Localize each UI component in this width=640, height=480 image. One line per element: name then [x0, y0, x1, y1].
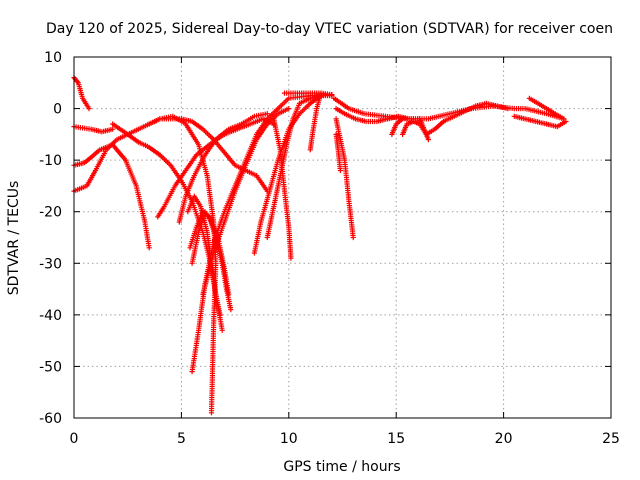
y-tick-label: 10	[44, 50, 62, 66]
data-point-markers	[200, 106, 292, 297]
series-arc-6	[146, 113, 219, 416]
y-axis-title: SDTVAR / TECUs	[6, 181, 22, 296]
data-point-markers	[526, 95, 567, 122]
data-point-markers	[307, 90, 324, 153]
data-point-markers	[71, 142, 152, 251]
data-point-markers	[389, 116, 406, 137]
series-arc-22	[333, 106, 423, 125]
series-arc-18	[307, 90, 324, 153]
data-point-markers	[417, 116, 431, 143]
y-tick-label: -30	[39, 256, 62, 272]
y-tick-label: -50	[39, 359, 62, 375]
y-tick-label: 0	[53, 102, 62, 118]
data-point-markers	[333, 131, 343, 174]
data-point-markers	[176, 111, 270, 225]
chart-title: Day 120 of 2025, Sidereal Day-to-day VTE…	[46, 21, 613, 37]
series-arc-26	[511, 113, 569, 130]
x-tick-label: 5	[177, 431, 186, 447]
x-axis-title: GPS time / hours	[283, 459, 400, 475]
series-arc-27	[526, 95, 567, 122]
x-tick-label: 15	[387, 431, 405, 447]
y-tick-label: -60	[39, 411, 62, 427]
data-point-markers	[333, 116, 356, 241]
data-point-markers	[271, 116, 294, 261]
x-tick-label: 10	[280, 431, 298, 447]
series-arc-20	[333, 131, 343, 174]
y-tick-label: -20	[39, 205, 62, 221]
plot-frame	[73, 56, 612, 419]
series-arc-13	[200, 106, 292, 297]
series-arc-8	[176, 111, 270, 225]
x-tick-label: 20	[495, 431, 513, 447]
data-point-markers	[511, 113, 569, 130]
series-arc-23	[389, 116, 406, 137]
data-point-markers	[71, 124, 116, 135]
series-arc-2	[71, 142, 152, 251]
series-arc-3	[71, 124, 116, 135]
x-tick-label: 0	[70, 431, 79, 447]
axis-ticks: 0 5 10 15 20 25 10 0 -10 -20 -30 -40 -50 -60	[39, 50, 620, 447]
y-tick-label: -40	[39, 308, 62, 324]
data-series	[71, 75, 569, 416]
series-arc-19	[333, 116, 356, 241]
data-point-markers	[333, 106, 423, 125]
series-arc-16	[271, 116, 294, 261]
series-arc-25	[417, 116, 431, 143]
y-tick-label: -10	[39, 153, 62, 169]
data-point-markers	[146, 113, 219, 416]
x-tick-label: 25	[602, 431, 620, 447]
